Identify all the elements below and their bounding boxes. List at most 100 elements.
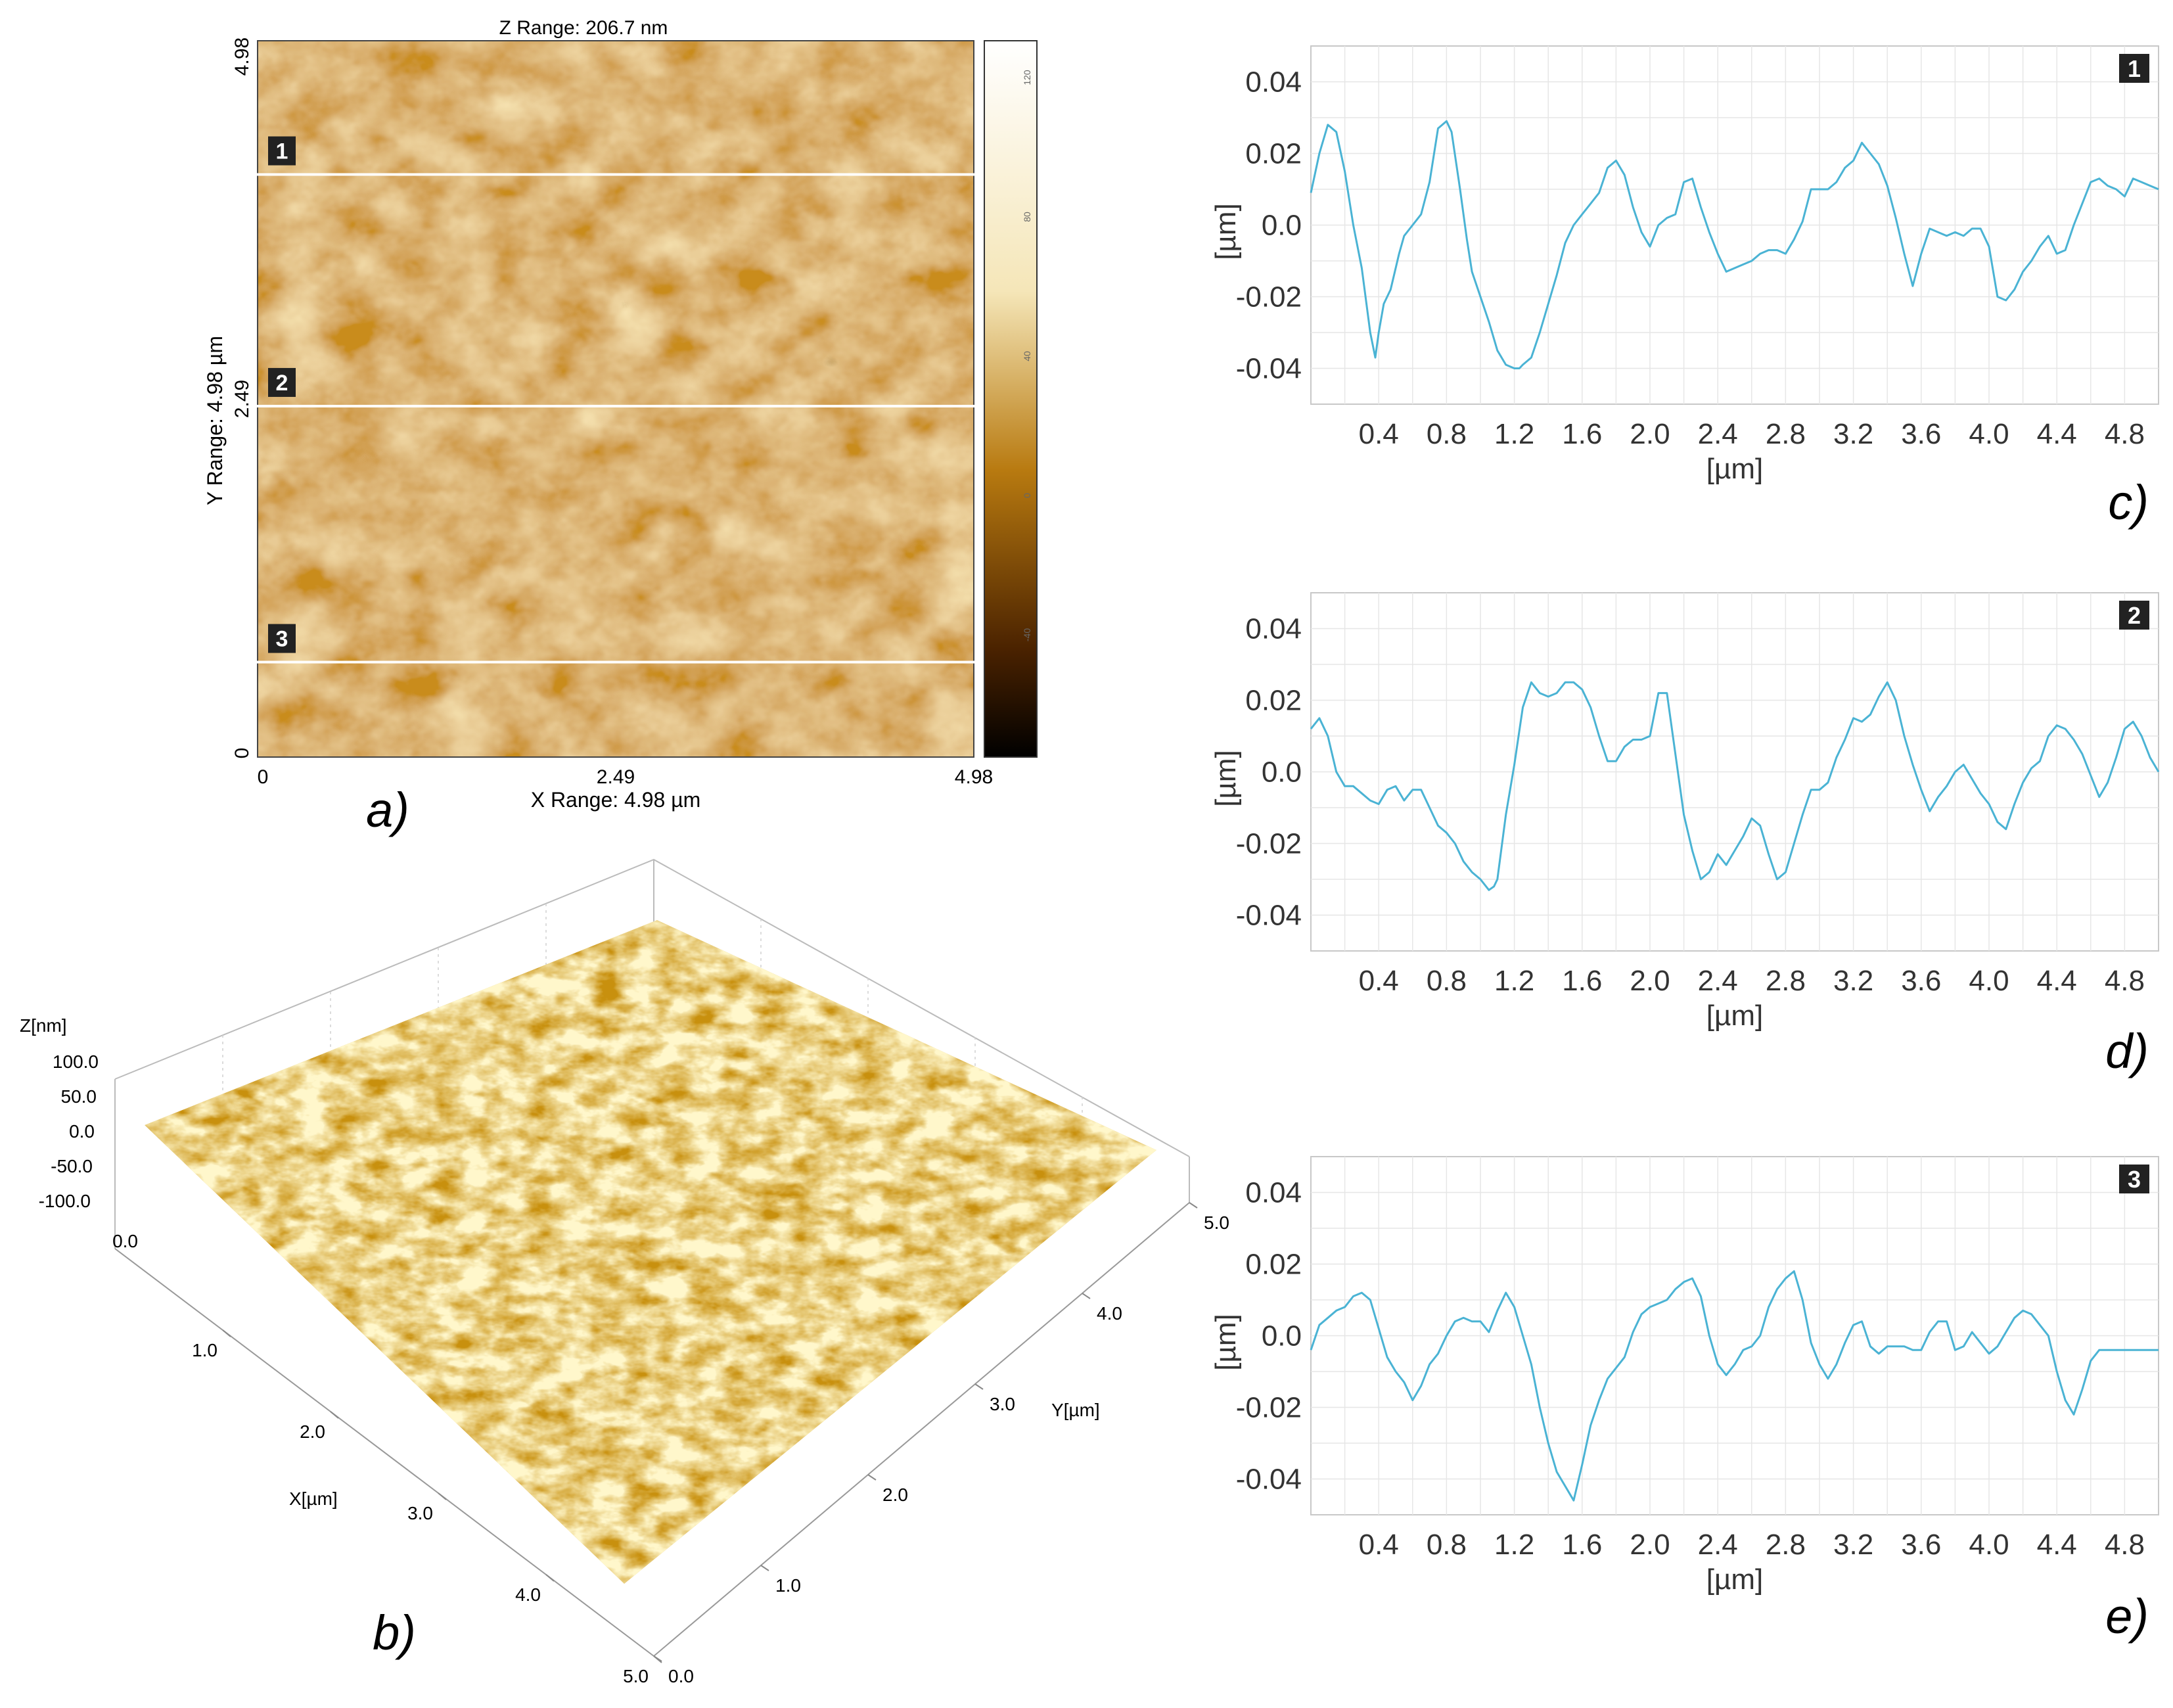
scan-lines: 1 2 3: [255, 136, 976, 664]
afm-x-tick: 2.49: [597, 766, 635, 788]
panel-label-b: b): [373, 1605, 416, 1660]
x-tick-label: 2.4: [1698, 1529, 1738, 1561]
x-tick-label: 3.2: [1833, 1529, 1873, 1561]
x-axis-title: [µm]: [1706, 453, 1763, 485]
y-tick: 5.0: [1204, 1212, 1229, 1233]
x-tick-label: 4.8: [2105, 1529, 2145, 1561]
scan-line-badge: [268, 367, 296, 397]
x-tick-label: 4.4: [2037, 1529, 2077, 1561]
y-tick: 4.0: [1097, 1303, 1122, 1324]
profile-chart-e: 0.04 0.02 0.0 -0.02 -0.04 0.4 0.8 1.2 1.6 2.0 2.4 2…: [1210, 1156, 2159, 1596]
z-axis-label: Z[nm]: [20, 1015, 67, 1036]
panel-label-d: d): [2105, 1024, 2149, 1078]
x-tick-label: 4.4: [2037, 965, 2077, 997]
y-tick: 3.0: [990, 1394, 1015, 1414]
x-tick-label: 4.8: [2105, 418, 2145, 450]
chart-badge: [2119, 1165, 2149, 1193]
chart-badge-number: 1: [2128, 55, 2141, 82]
x-tick-label: 1.6: [1562, 1529, 1602, 1561]
y-tick-mark: [867, 1474, 877, 1481]
z-range-label: Z Range: 206.7 nm: [499, 17, 668, 39]
x-tick-label: 1.2: [1494, 965, 1534, 997]
colorbar-tick: 80: [1022, 212, 1032, 222]
x-tick-label: 0.8: [1427, 965, 1467, 997]
y-tick-label: 0.04: [1245, 613, 1302, 645]
afm-x-tick: 0: [258, 766, 269, 788]
colorbar-tick: -40: [1022, 628, 1032, 641]
x-tick-label: 2.0: [1630, 965, 1670, 997]
z-tick: -100.0: [39, 1191, 91, 1211]
y-tick-label: -0.02: [1236, 828, 1302, 860]
scan-line-number: 1: [276, 139, 288, 164]
colorbar-ticks: 120 80 40 0 -40: [1022, 70, 1032, 641]
x-tick: 2.0: [300, 1421, 325, 1442]
chart-badge: [2119, 601, 2149, 630]
y-tick-label: 0.0: [1262, 756, 1302, 789]
y-tick: 0.0: [668, 1666, 694, 1686]
x-tick-label: 3.6: [1901, 418, 1941, 450]
x-tick-label: 0.4: [1359, 965, 1399, 997]
x-tick-label: 3.2: [1833, 418, 1873, 450]
afm-x-tick: 4.98: [955, 766, 993, 788]
x-tick-label: 2.8: [1766, 1529, 1806, 1561]
scan-line-badge: [268, 624, 296, 653]
y-axis-title: [µm]: [1210, 1314, 1242, 1370]
x-tick-label: 1.2: [1494, 1529, 1534, 1561]
y-tick-label: 0.04: [1245, 66, 1302, 99]
y-axis-ticks: 0.0 1.0 2.0 3.0 4.0 5.0: [653, 1202, 1229, 1686]
x-tick-label: 2.0: [1630, 1529, 1670, 1561]
x-tick-label: 3.2: [1833, 965, 1873, 997]
x-tick-mark: [545, 1574, 555, 1582]
profile-series-line: [1310, 1270, 2159, 1502]
y-range-label: Y Range: 4.98 µm: [203, 336, 227, 505]
y-tick-label: -0.04: [1236, 353, 1302, 385]
colorbar-tick: 0: [1022, 493, 1032, 498]
afm-y-ticks: 0 2.49 4.98: [231, 37, 253, 759]
x-range-label: X Range: 4.98 µm: [531, 788, 701, 812]
y-axis-label: Y[µm]: [1051, 1400, 1100, 1420]
afm-map-panel: Z Range: 206.7 nm 1 2 3 120 80 40 0 -40 0 2.49 4…: [203, 17, 1038, 837]
surface-3d-mesh: [145, 920, 1156, 1584]
y-tick-mark: [760, 1565, 769, 1571]
y-tick-label: 0.04: [1245, 1177, 1302, 1209]
x-tick: 1.0: [192, 1340, 217, 1360]
x-tick: 5.0: [623, 1666, 649, 1686]
x-tick-label: 3.6: [1901, 1529, 1941, 1561]
y-tick-label: 0.02: [1245, 138, 1302, 170]
x-tick-label: 2.8: [1766, 965, 1806, 997]
profile-chart-d: 0.04 0.02 0.0 -0.02 -0.04 0.4 0.8 1.2 1.6 2.0 2.4 2…: [1210, 592, 2160, 1032]
z-tick: 0.0: [69, 1121, 95, 1142]
x-tick-label: 4.0: [1969, 1529, 2009, 1561]
x-tick-label: 1.6: [1562, 965, 1602, 997]
y-tick-mark: [1189, 1202, 1198, 1209]
chart-badge-number: 3: [2128, 1166, 2141, 1193]
profile-charts: 0.040.020.0-0.02-0.040.4 0.8 1.2 1.6 2.0 2.4 2…: [1210, 45, 2160, 1596]
scan-line-badge: [268, 136, 296, 166]
x-tick-label: 0.8: [1427, 418, 1467, 450]
x-axis-ticks: 1.0 2.0 3.0 4.0 5.0: [192, 1329, 662, 1686]
surface-3d-panel: Z[nm] 100.0 50.0 0.0 -50.0 -100.0 0.0 1.0 2.0 3…: [20, 858, 1229, 1686]
x-tick-mark: [330, 1411, 339, 1419]
x-tick-label: 4.8: [2105, 965, 2145, 997]
x-tick-label: 2.4: [1698, 965, 1738, 997]
profile-series-line: [1310, 120, 2159, 369]
afm-y-tick: 0: [231, 748, 253, 759]
z-tick: 0.0: [112, 1231, 138, 1251]
panel-label-e: e): [2105, 1589, 2149, 1644]
z-tick: 100.0: [53, 1051, 99, 1072]
z-tick: -50.0: [51, 1156, 93, 1176]
x-tick-label: 4.0: [1969, 418, 2009, 450]
y-tick-label: 0.0: [1262, 1320, 1302, 1352]
x-tick-label: 3.6: [1901, 965, 1941, 997]
y-tick-mark: [1082, 1293, 1091, 1299]
chart-badge-number: 2: [2128, 602, 2141, 629]
y-axis-title: [µm]: [1210, 203, 1242, 260]
y-tick-label: 0.02: [1245, 1249, 1302, 1281]
x-axis-title: [µm]: [1706, 1563, 1763, 1596]
afm-height-image: [258, 41, 974, 757]
x-tick: 3.0: [407, 1503, 433, 1523]
chart-badge: [2119, 54, 2149, 83]
y-tick-label: 0.02: [1245, 685, 1302, 717]
y-tick-mark: [974, 1383, 984, 1390]
